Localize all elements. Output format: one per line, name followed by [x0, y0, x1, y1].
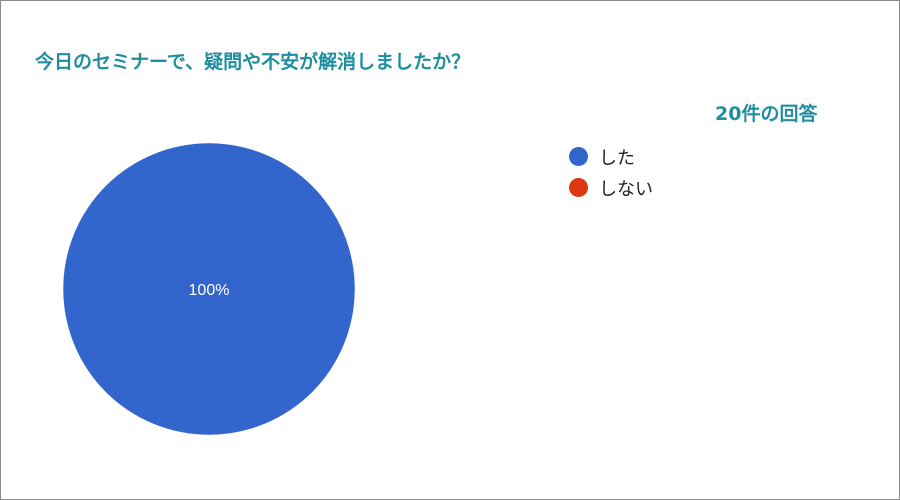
legend-label-shinai: しない	[599, 178, 653, 200]
legend-item-shita[interactable]: した	[569, 141, 653, 172]
legend: した しない	[569, 141, 653, 203]
pie-slices	[62, 142, 356, 436]
chart-title: 今日のセミナーで、疑問や不安が解消しましたか？	[35, 51, 471, 73]
pie-slice-label-shita: 100%	[189, 282, 230, 299]
legend-swatch-shita	[569, 147, 588, 166]
response-count: 20件の回答	[715, 103, 818, 125]
legend-swatch-shinai	[569, 178, 588, 197]
pie-labels: 100%	[189, 282, 230, 299]
legend-label-shita: した	[599, 147, 635, 169]
legend-item-shinai[interactable]: しない	[569, 172, 653, 203]
pie-slice-shita[interactable]	[62, 142, 356, 436]
